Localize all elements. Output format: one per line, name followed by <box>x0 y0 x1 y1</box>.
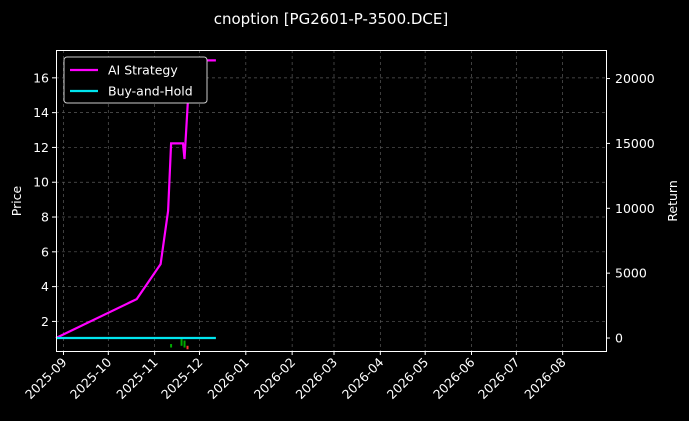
y-tick-label-right: 20000 <box>615 71 655 86</box>
legend: AI Strategy Buy-and-Hold <box>63 56 208 104</box>
y-axis-label-left: Price <box>9 185 24 216</box>
axes: 2025-092025-102025-112025-122026-012026-… <box>22 70 655 402</box>
y-tick-label-left: 8 <box>41 210 49 225</box>
y-tick-label-left: 10 <box>33 175 49 190</box>
y-tick-label-right: 5000 <box>615 266 647 281</box>
candle <box>186 345 189 350</box>
y-tick-label-left: 4 <box>41 279 49 294</box>
x-tick-label: 2025-11 <box>113 355 161 403</box>
candle <box>170 344 173 348</box>
chart-title: cnoption [PG2601-P-3500.DCE] <box>214 10 449 28</box>
x-tick-label: 2026-06 <box>430 354 478 402</box>
y-tick-label-right: 15000 <box>615 136 655 151</box>
series-layer <box>55 59 216 350</box>
x-tick-label: 2025-12 <box>158 355 206 403</box>
candle <box>180 338 183 346</box>
x-tick-label: 2026-07 <box>475 355 523 403</box>
y-tick-label-right: 10000 <box>615 201 655 216</box>
x-tick-label: 2026-04 <box>339 354 387 402</box>
legend-label: AI Strategy <box>108 63 178 78</box>
x-tick-label: 2026-05 <box>384 355 432 403</box>
y-tick-label-left: 14 <box>33 105 49 120</box>
x-tick-label: 2026-01 <box>204 355 252 403</box>
legend-box <box>63 56 208 104</box>
y-tick-label-left: 12 <box>33 140 49 155</box>
y-tick-label-left: 16 <box>33 70 49 85</box>
candle <box>183 340 186 348</box>
y-tick-label-right: 0 <box>615 331 623 346</box>
legend-label: Buy-and-Hold <box>108 84 193 99</box>
x-tick-label: 2026-03 <box>293 355 341 403</box>
x-tick-label: 2026-08 <box>521 354 569 402</box>
plot-frame <box>56 50 607 352</box>
y-tick-label-left: 2 <box>41 314 49 329</box>
x-tick-label: 2026-02 <box>251 355 299 403</box>
x-tick-label: 2025-10 <box>67 354 115 402</box>
y-tick-label-left: 6 <box>41 244 49 259</box>
x-tick-label: 2025-09 <box>22 354 70 402</box>
y-axis-label-right: Return <box>665 180 680 221</box>
